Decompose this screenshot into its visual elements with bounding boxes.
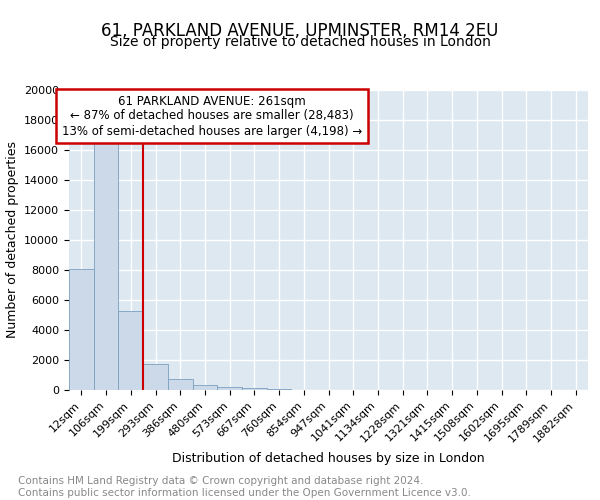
- Text: Contains HM Land Registry data © Crown copyright and database right 2024.
Contai: Contains HM Land Registry data © Crown c…: [18, 476, 471, 498]
- Y-axis label: Number of detached properties: Number of detached properties: [5, 142, 19, 338]
- Bar: [242, 388, 267, 390]
- X-axis label: Distribution of detached houses by size in London: Distribution of detached houses by size …: [172, 452, 485, 465]
- Bar: [193, 385, 217, 390]
- Text: Size of property relative to detached houses in London: Size of property relative to detached ho…: [110, 35, 490, 49]
- Bar: [69, 268, 94, 390]
- Text: 61, PARKLAND AVENUE, UPMINSTER, RM14 2EU: 61, PARKLAND AVENUE, UPMINSTER, RM14 2EU: [101, 22, 499, 40]
- Bar: [143, 364, 168, 390]
- Bar: [94, 142, 118, 390]
- Bar: [168, 379, 193, 390]
- Bar: [267, 388, 292, 390]
- Bar: [217, 387, 242, 390]
- Text: 61 PARKLAND AVENUE: 261sqm
← 87% of detached houses are smaller (28,483)
13% of : 61 PARKLAND AVENUE: 261sqm ← 87% of deta…: [62, 94, 362, 138]
- Bar: [118, 310, 143, 390]
